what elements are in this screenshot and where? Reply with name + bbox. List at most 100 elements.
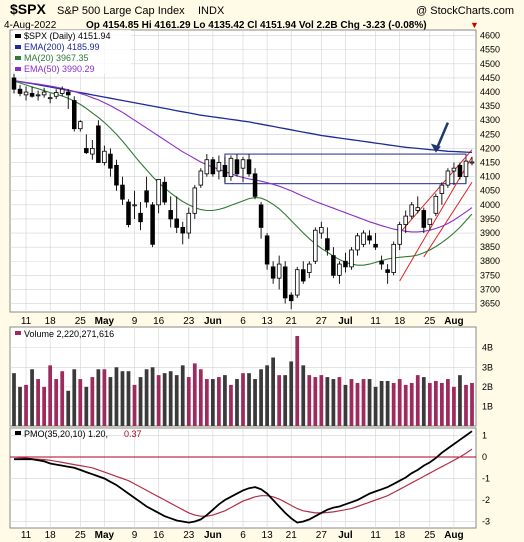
candle-body [421, 210, 427, 228]
price-tick-label: 3700 [480, 284, 500, 294]
volume-bar [18, 386, 22, 426]
volume-bar [385, 381, 390, 426]
candle-body [228, 157, 234, 178]
volume-bar [114, 367, 119, 426]
candle-body [313, 229, 318, 262]
volume-bar [458, 375, 462, 426]
candle-body [192, 187, 198, 214]
volume-bar [102, 369, 107, 426]
candle-body [282, 266, 288, 299]
candle-body [373, 243, 378, 248]
candle-body [355, 235, 360, 251]
price-tick-label: 4250 [480, 129, 500, 139]
candle-body [391, 243, 396, 273]
price-tick-label: 4200 [480, 143, 500, 153]
price-tick-label: 4400 [480, 87, 500, 97]
candle-body [451, 167, 457, 172]
legend-ma20: MA(20) 3967.35 [24, 53, 89, 63]
price-tick-label: 4600 [480, 31, 500, 41]
price-tick-label: 3650 [480, 299, 500, 309]
volume-bar [223, 375, 227, 426]
volume-bar [253, 379, 257, 426]
price-legend: $SPX (Daily) 4151.94 EMA(200) 4185.99 MA… [13, 30, 131, 74]
candle-body [415, 207, 421, 211]
volume-bar [295, 336, 300, 426]
volume-bar [319, 375, 324, 426]
candle-body [78, 121, 83, 130]
candle-body [307, 263, 312, 273]
candle-body [409, 204, 415, 217]
candle-body [433, 195, 439, 214]
x-tick-label: 27 [316, 530, 328, 541]
candle-body [270, 266, 276, 279]
x-tick-label: 18 [45, 530, 57, 541]
x-tick-label: 18 [394, 530, 406, 541]
pmo-line [14, 430, 473, 524]
candle-body [288, 294, 294, 302]
candle-body [132, 204, 137, 207]
volume-bar [138, 377, 143, 426]
volume-bar [331, 379, 336, 426]
price-tick-label: 3900 [480, 228, 500, 238]
candle-body [319, 226, 324, 234]
candle-body [17, 88, 23, 94]
volume-bar [174, 375, 179, 426]
candle-body [403, 215, 408, 225]
volume-bar [409, 382, 414, 426]
volume-bar [211, 379, 215, 426]
volume-bar [355, 382, 360, 426]
x-tick-label: 25 [75, 530, 87, 541]
candle-body [337, 263, 342, 276]
watermark: @ StockCharts.com [416, 5, 514, 17]
volume-bar [48, 365, 53, 426]
candle-body [168, 210, 173, 220]
volume-bar [24, 384, 28, 426]
x-tick-label: 18 [45, 316, 57, 327]
volume-bar [397, 379, 402, 426]
arrow-shaft [435, 122, 449, 150]
candle-body [11, 77, 17, 90]
volume-bar [464, 384, 468, 426]
candle-body [29, 93, 35, 97]
price-tick-label: 3750 [480, 270, 500, 280]
volume-bar [421, 377, 426, 426]
candle-body [114, 164, 119, 186]
volume-bar [120, 371, 125, 426]
date-label: 4-Aug-2022 [4, 20, 57, 31]
pmo-tick-label: -1 [482, 474, 490, 484]
symbol-label: $SPX [10, 1, 46, 17]
x-tick-label: 25 [424, 530, 436, 541]
candle-body [156, 179, 161, 206]
x-tick-label: 27 [316, 316, 328, 327]
candle-body [367, 235, 372, 241]
pmo-legend: PMO(35,20,10) 1.20, 0.37 [15, 429, 142, 439]
x-tick-label: Aug [444, 530, 463, 541]
volume-bar [162, 373, 167, 426]
candle-body [361, 232, 366, 245]
pmo-tick-label: 0 [482, 452, 487, 462]
price-axis-labels: 3650 3700 3750 3800 3850 3900 3950 4000 4050 4100… [480, 31, 500, 309]
pmo-signal-line [13, 448, 473, 517]
x-tick-label: 9 [132, 316, 138, 327]
candle-body [469, 161, 475, 164]
candle-body [463, 160, 469, 178]
x-tick-label: 11 [21, 530, 32, 541]
price-tick-label: 3950 [480, 214, 500, 224]
volume-bar [307, 375, 312, 426]
volume-bar [361, 379, 366, 426]
volume-bar [446, 379, 450, 426]
ohlc-summary: Op 4154.85 Hi 4161.29 Lo 4135.42 Cl 4151… [86, 20, 427, 31]
candle-body [138, 212, 143, 223]
volume-bar [241, 373, 245, 426]
volume-bar [84, 386, 89, 426]
volume-bar [180, 365, 185, 426]
volume-bar [277, 375, 282, 426]
candle-body [84, 148, 89, 154]
volume-tick-label: 2B [482, 382, 493, 392]
volume-bar [452, 386, 456, 426]
price-tick-label: 4150 [480, 158, 500, 168]
candle-body [385, 269, 390, 273]
candle-body [294, 269, 300, 296]
volume-tick-label: 3B [482, 362, 493, 372]
